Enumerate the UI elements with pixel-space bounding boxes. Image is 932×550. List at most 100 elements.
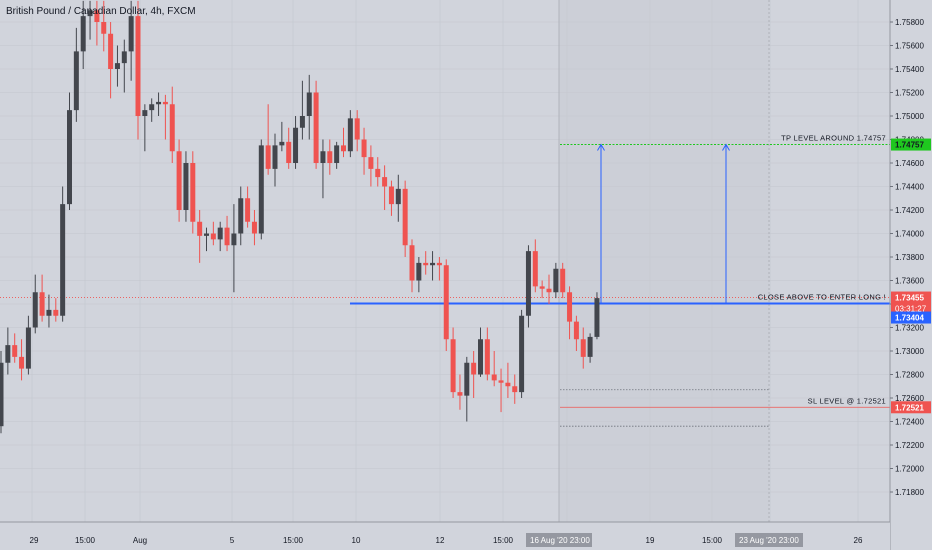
candle-body: [94, 10, 100, 22]
candle: [25, 315, 31, 375]
price-tick-label: 1.75200: [895, 89, 924, 98]
current-price-label: 1.73455: [895, 294, 924, 303]
candle: [0, 351, 4, 434]
candle-body: [53, 309, 59, 316]
candle: [594, 292, 600, 340]
candle: [39, 274, 45, 322]
candle: [162, 94, 168, 140]
candle: [149, 98, 155, 122]
time-tick-label: 5: [230, 536, 235, 545]
candle: [491, 351, 497, 387]
candle-body: [19, 356, 25, 369]
candle-body: [519, 315, 525, 393]
price-tick-label: 1.75800: [895, 18, 924, 27]
candle: [80, 0, 86, 69]
candle: [334, 141, 340, 169]
price-axis[interactable]: 1.758001.756001.754001.752001.750001.748…: [889, 0, 932, 550]
price-tick-label: 1.72800: [895, 371, 924, 380]
price-tick-label: 1.71800: [895, 488, 924, 497]
candle: [279, 121, 285, 152]
candle: [224, 215, 230, 252]
candle-body: [567, 292, 573, 322]
candle-body: [430, 262, 436, 266]
candle: [553, 262, 559, 299]
price-tick-label: 1.74200: [895, 206, 924, 215]
candle: [135, 0, 141, 140]
candle: [272, 133, 278, 187]
candle: [484, 327, 490, 381]
candle: [258, 139, 264, 240]
candle-body: [169, 104, 175, 152]
candle: [498, 368, 504, 413]
candle-body: [436, 262, 442, 266]
candle: [32, 274, 38, 334]
price-tick-label: 1.72000: [895, 465, 924, 474]
time-tick-label: 15:00: [75, 536, 96, 545]
candle-body: [67, 110, 72, 205]
candle-body: [532, 251, 538, 287]
candle-body: [142, 110, 148, 116]
date-highlight-tag: [526, 533, 592, 547]
candle: [313, 80, 319, 169]
candle: [347, 110, 353, 158]
candle-body: [293, 127, 299, 163]
candle-body: [245, 198, 251, 222]
candle: [176, 139, 182, 222]
level-annotations: TP LEVEL AROUND 1.74757 CLOSE ABOVE TO EN…: [758, 134, 886, 406]
candle-body: [299, 116, 305, 128]
candle-body: [135, 16, 141, 116]
candle: [402, 180, 408, 257]
candle: [306, 74, 312, 140]
arrow-head: [597, 143, 605, 151]
price-tick-label: 1.72600: [895, 394, 924, 403]
candle: [217, 221, 223, 252]
candle-body: [464, 362, 470, 396]
price-tick-label: 1.75600: [895, 42, 924, 51]
candle-body: [306, 92, 312, 116]
candle: [197, 210, 203, 263]
candle: [450, 327, 456, 398]
candle-body: [197, 221, 203, 236]
candle-body: [402, 188, 408, 246]
candle-body: [251, 221, 257, 234]
candle-body: [354, 118, 360, 140]
candle-body: [457, 392, 463, 396]
candle: [567, 286, 573, 340]
candle-body: [101, 22, 107, 34]
candle-body: [361, 139, 367, 158]
candle-body: [190, 163, 196, 222]
sl-price-tag: [891, 401, 931, 414]
candle: [457, 374, 463, 410]
candle: [539, 280, 545, 299]
candle-body: [560, 268, 566, 293]
time-tick-label: 29: [30, 536, 39, 545]
candle-body: [258, 145, 264, 234]
date-highlight-label: 16 Aug '20 23:00: [530, 536, 590, 545]
candle: [73, 27, 79, 122]
candle-body: [183, 163, 189, 210]
candle: [12, 333, 18, 363]
price-tick-label: 1.72400: [895, 418, 924, 427]
candle: [354, 110, 360, 152]
candle: [580, 327, 586, 369]
candle-body: [587, 336, 593, 357]
price-tick-label: 1.72200: [895, 441, 924, 450]
candle-body: [265, 145, 271, 169]
candle: [519, 309, 525, 398]
candle: [395, 174, 401, 222]
tp-level-text: TP LEVEL AROUND 1.74757: [781, 134, 886, 143]
candle-body: [416, 262, 422, 281]
candle: [210, 221, 216, 246]
candle: [286, 127, 292, 169]
candle-body: [5, 345, 11, 363]
price-tick-label: 1.75400: [895, 65, 924, 74]
candle: [587, 333, 593, 363]
candle: [361, 127, 367, 175]
candle: [87, 0, 93, 40]
candle-body: [279, 141, 285, 146]
candle-body: [73, 51, 79, 111]
candle-body: [238, 198, 244, 234]
